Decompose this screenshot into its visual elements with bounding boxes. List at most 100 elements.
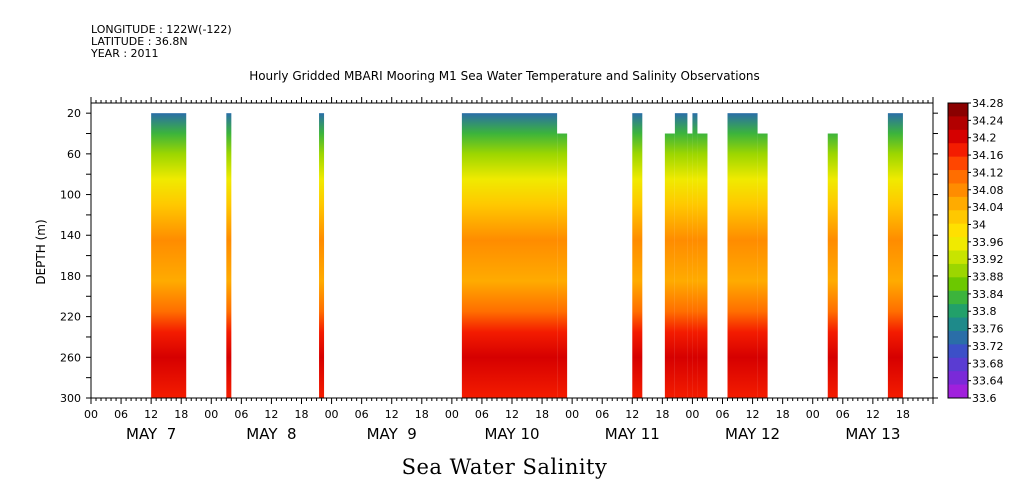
y-tick-label: 100 xyxy=(60,189,81,202)
y-tick-label: 60 xyxy=(67,148,81,161)
colorbar-label: 33.88 xyxy=(972,271,1004,284)
colorbar-swatch xyxy=(948,317,968,332)
colorbar-swatch xyxy=(948,116,968,131)
year-label: YEAR : 2011 xyxy=(91,47,159,60)
x-tick-label: 06 xyxy=(716,408,730,421)
profile-band xyxy=(319,113,325,398)
colorbar-swatch xyxy=(948,156,968,171)
colorbar-swatch xyxy=(948,277,968,292)
colorbar-swatch xyxy=(948,263,968,278)
colorbar-swatch xyxy=(948,330,968,345)
colorbar-label: 34.24 xyxy=(972,114,1004,127)
day-label: MAY 10 xyxy=(484,425,539,443)
colorbar-swatch xyxy=(948,384,968,399)
day-label: MAY 7 xyxy=(126,425,176,443)
profile-band xyxy=(461,113,558,398)
profile-band xyxy=(664,133,675,398)
x-tick-label: 18 xyxy=(776,408,790,421)
x-tick-label: 00 xyxy=(806,408,820,421)
colorbar-swatch xyxy=(948,250,968,265)
colorbar-label: 34.04 xyxy=(972,201,1004,214)
chart-title: Hourly Gridded MBARI Mooring M1 Sea Wate… xyxy=(249,69,760,83)
day-labels: MAY 7 MAY 8 MAY 9 MAY 10 MAY 11 MAY 12 MAY 13 xyxy=(126,425,900,443)
profile-band xyxy=(887,113,903,398)
x-tick-label: 18 xyxy=(896,408,910,421)
colorbar-label: 33.92 xyxy=(972,253,1004,266)
x-tick-label: 12 xyxy=(264,408,278,421)
colorbar-swatch xyxy=(948,344,968,359)
profile-band xyxy=(727,113,758,398)
colorbar-label: 33.76 xyxy=(972,323,1004,336)
y-tick-label: 140 xyxy=(60,229,81,242)
y-tick-labels: 20 60 100 140 180 220 260 300 xyxy=(60,107,81,405)
colorbar-swatch xyxy=(948,210,968,225)
profile-band xyxy=(827,133,838,398)
colorbar-label: 34.08 xyxy=(972,184,1004,197)
colorbar-swatch xyxy=(948,196,968,211)
x-tick-label: 12 xyxy=(866,408,880,421)
colorbar-swatch xyxy=(948,129,968,144)
profiles-layer xyxy=(151,113,903,398)
profile-band xyxy=(226,113,232,398)
colorbar-label: 33.68 xyxy=(972,357,1004,370)
x-tick-label: 18 xyxy=(174,408,188,421)
colorbar-swatch xyxy=(948,357,968,372)
colorbar-label: 34.16 xyxy=(972,149,1004,162)
colorbar-label: 33.72 xyxy=(972,340,1004,353)
x-tick-label: 00 xyxy=(84,408,98,421)
y-tick-label: 20 xyxy=(67,107,81,120)
colorbar-label: 33.64 xyxy=(972,375,1004,388)
x-tick-label: 06 xyxy=(475,408,489,421)
colorbar-label: 34.2 xyxy=(972,132,997,145)
y-tick-label: 220 xyxy=(60,311,81,324)
colorbar-label: 33.6 xyxy=(972,392,997,405)
day-label: MAY 11 xyxy=(605,425,660,443)
colorbar-label: 33.96 xyxy=(972,236,1004,249)
y-axis-label: DEPTH (m) xyxy=(34,219,48,284)
x-tick-label: 06 xyxy=(836,408,850,421)
x-tick-label: 00 xyxy=(565,408,579,421)
colorbar-label: 33.84 xyxy=(972,288,1004,301)
colorbar-label: 34 xyxy=(972,218,986,231)
colorbar-swatch xyxy=(948,237,968,251)
colorbar-swatch xyxy=(948,103,968,117)
x-tick-label: 12 xyxy=(144,408,158,421)
colorbar-swatch xyxy=(948,143,968,158)
colorbar-swatch xyxy=(948,170,968,184)
longitude-label: LONGITUDE : 122W(-122) xyxy=(91,23,232,36)
x-tick-label: 18 xyxy=(535,408,549,421)
day-label: MAY 8 xyxy=(246,425,296,443)
x-tick-label: 12 xyxy=(385,408,399,421)
x-tick-label: 12 xyxy=(746,408,760,421)
x-tick-label: 18 xyxy=(655,408,669,421)
x-tick-label: 06 xyxy=(114,408,128,421)
latitude-label: LATITUDE : 36.8N xyxy=(91,35,188,48)
colorbar-label: 34.12 xyxy=(972,166,1004,179)
x-tick-label: 06 xyxy=(355,408,369,421)
colorbar-swatch xyxy=(948,290,968,305)
x-tick-label: 18 xyxy=(415,408,429,421)
colorbar: 34.28 34.24 34.2 34.16 34.12 34.08 34.04 34 33.9… xyxy=(947,97,1004,405)
profile-band xyxy=(674,113,688,398)
profile-band xyxy=(697,133,708,398)
day-label: MAY 12 xyxy=(725,425,780,443)
y-tick-label: 180 xyxy=(60,270,81,283)
profile-band xyxy=(557,133,568,398)
x-tick-label: 00 xyxy=(325,408,339,421)
colorbar-label: 33.8 xyxy=(972,305,997,318)
profile-band xyxy=(692,113,698,398)
x-tick-label: 06 xyxy=(595,408,609,421)
x-tick-label: 00 xyxy=(445,408,459,421)
bottom-title: Sea Water Salinity xyxy=(401,455,608,479)
colorbar-swatch xyxy=(948,223,968,238)
colorbar-swatch xyxy=(948,371,968,386)
day-label: MAY 13 xyxy=(845,425,900,443)
day-label: MAY 9 xyxy=(367,425,417,443)
x-tick-labels: 00 06 12 18 00 06 12 18 00 06 12 18 00 06 12 18 00 06 12 18… xyxy=(84,408,910,421)
profile-band xyxy=(757,133,768,398)
colorbar-label: 34.28 xyxy=(972,97,1004,110)
x-tick-label: 06 xyxy=(234,408,248,421)
x-tick-label: 18 xyxy=(295,408,309,421)
axis-ticks xyxy=(86,97,938,404)
